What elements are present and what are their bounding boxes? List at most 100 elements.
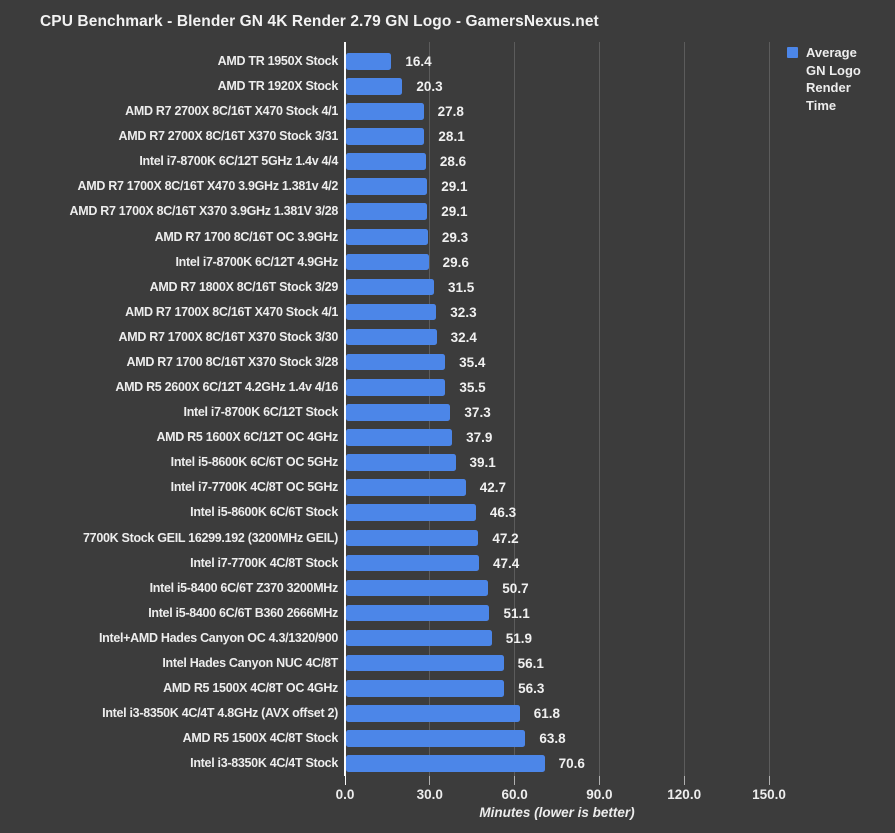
category-label: 7700K Stock GEIL 16299.192 (3200MHz GEIL… <box>83 530 338 545</box>
bar <box>346 680 505 697</box>
category-label: Intel i5-8600K 6C/6T OC 5GHz <box>170 455 339 470</box>
category-label: Intel Hades Canyon NUC 4C/8T <box>162 655 338 670</box>
x-axis-tick <box>598 776 600 785</box>
value-label: 42.7 <box>479 480 506 496</box>
x-axis-tick-label: 0.0 <box>335 787 355 802</box>
bar <box>346 705 520 722</box>
value-label: 56.1 <box>517 655 544 671</box>
category-label: Intel i3-8350K 4C/4T Stock <box>190 756 338 771</box>
bar <box>346 303 437 321</box>
x-axis-tick <box>514 776 516 785</box>
category-label: AMD R7 1700X 8C/16T X370 Stock 3/30 <box>118 329 339 344</box>
value-label: 29.6 <box>442 254 469 270</box>
value-label: 35.5 <box>459 380 486 396</box>
value-label: 50.7 <box>502 580 529 596</box>
bar <box>346 529 479 547</box>
bar <box>346 479 466 496</box>
bar <box>346 604 490 622</box>
bar <box>346 554 479 572</box>
category-label: Intel+AMD Hades Canyon OC 4.3/1320/900 <box>98 630 338 645</box>
bar <box>346 504 476 521</box>
legend-swatch <box>787 47 798 58</box>
category-label: AMD R5 1500X 4C/8T OC 4GHz <box>163 681 338 695</box>
bar <box>346 579 489 597</box>
value-label: 51.1 <box>503 605 530 621</box>
y-axis-baseline <box>344 42 346 776</box>
x-axis-tick <box>429 776 431 785</box>
value-label: 37.9 <box>466 430 493 446</box>
value-label: 70.6 <box>558 756 585 772</box>
value-label: 20.3 <box>416 79 443 95</box>
bar <box>346 654 504 672</box>
bar <box>346 404 451 421</box>
category-label: AMD R7 1700 8C/16T OC 3.9GHz <box>154 229 339 244</box>
value-label: 37.3 <box>464 405 491 421</box>
category-label: AMD R5 1500X 4C/8T Stock <box>182 731 339 746</box>
value-label: 39.1 <box>469 455 496 471</box>
plot-area: Minutes (lower is better) 0.0 30.0 60.0 90.… <box>69 42 786 820</box>
value-label: 61.8 <box>533 706 560 722</box>
bar <box>346 429 453 446</box>
value-label: 51.9 <box>505 630 532 646</box>
value-label: 32.4 <box>450 329 477 345</box>
x-axis-tick-label: 120.0 <box>667 787 702 802</box>
chart-title: CPU Benchmark - Blender GN 4K Render 2.7… <box>40 13 599 30</box>
value-label: 63.8 <box>539 731 566 747</box>
value-label: 47.2 <box>492 530 519 546</box>
value-label: 35.4 <box>459 354 486 370</box>
value-label: 56.3 <box>518 681 545 696</box>
category-label: AMD R7 2700X 8C/16T X470 Stock 4/1 <box>125 104 338 119</box>
category-label: AMD TR 1950X Stock <box>217 54 339 68</box>
value-label: 28.1 <box>438 129 465 145</box>
bar <box>346 228 428 246</box>
gridline <box>514 42 516 776</box>
legend: Average GN Logo Render Time <box>787 44 878 114</box>
bar <box>346 253 429 271</box>
legend-label: Average GN Logo Render Time <box>806 45 861 113</box>
category-label: Intel i7-7700K 4C/8T Stock <box>190 555 338 570</box>
category-label: AMD R7 1700X 8C/16T X470 3.9GHz 1.381v 4… <box>77 179 339 194</box>
bar <box>346 153 426 170</box>
category-label: Intel i5-8400 6C/6T B360 2666MHz <box>148 605 338 620</box>
bar <box>346 78 403 95</box>
bar <box>346 730 526 747</box>
value-label: 46.3 <box>489 505 517 521</box>
x-axis-tick-label: 60.0 <box>501 787 528 802</box>
category-label: Intel i7-8700K 6C/12T Stock <box>183 405 339 420</box>
bar <box>346 53 392 70</box>
category-label: Intel i5-8600K 6C/6T Stock <box>190 505 338 520</box>
bar <box>346 353 446 371</box>
value-label: 47.4 <box>492 555 520 571</box>
x-axis-tick-label: 90.0 <box>586 787 613 802</box>
bar <box>346 755 545 772</box>
value-label: 29.1 <box>441 204 468 220</box>
category-label: AMD R7 1800X 8C/16T Stock 3/29 <box>149 279 339 294</box>
bar <box>346 128 425 145</box>
bar <box>346 278 435 296</box>
category-label: AMD R7 1700X 8C/16T X370 3.9GHz 1.381V 3… <box>69 204 338 219</box>
x-axis-title: Minutes (lower is better) <box>479 805 635 820</box>
category-label: Intel i7-8700K 6C/12T 5GHz 1.4v 4/4 <box>139 154 338 169</box>
category-label: AMD R7 1700X 8C/16T X470 Stock 4/1 <box>125 304 338 319</box>
value-label: 27.8 <box>437 104 464 120</box>
bar <box>346 203 428 220</box>
value-label: 28.6 <box>439 154 467 170</box>
value-label: 31.5 <box>448 279 475 295</box>
x-axis-tick-label: 150.0 <box>752 787 786 802</box>
gridline <box>683 42 685 776</box>
gridline <box>598 42 600 776</box>
category-label: AMD R5 2600X 6C/12T 4.2GHz 1.4v 4/16 <box>115 380 338 395</box>
category-label: Intel i5-8400 6C/6T Z370 3200MHz <box>149 580 339 595</box>
bar <box>346 454 456 471</box>
category-label: AMD TR 1920X Stock <box>217 79 339 94</box>
x-axis-tick-label: 30.0 <box>416 787 443 802</box>
category-label: AMD R7 2700X 8C/16T X370 Stock 3/31 <box>118 129 339 144</box>
x-axis-tick <box>683 776 685 785</box>
bar <box>346 328 437 346</box>
bar <box>346 379 446 396</box>
category-label: Intel i7-8700K 6C/12T 4.9GHz <box>175 254 338 269</box>
bar <box>346 178 428 195</box>
x-axis-tick <box>344 776 346 785</box>
bar <box>346 629 492 647</box>
